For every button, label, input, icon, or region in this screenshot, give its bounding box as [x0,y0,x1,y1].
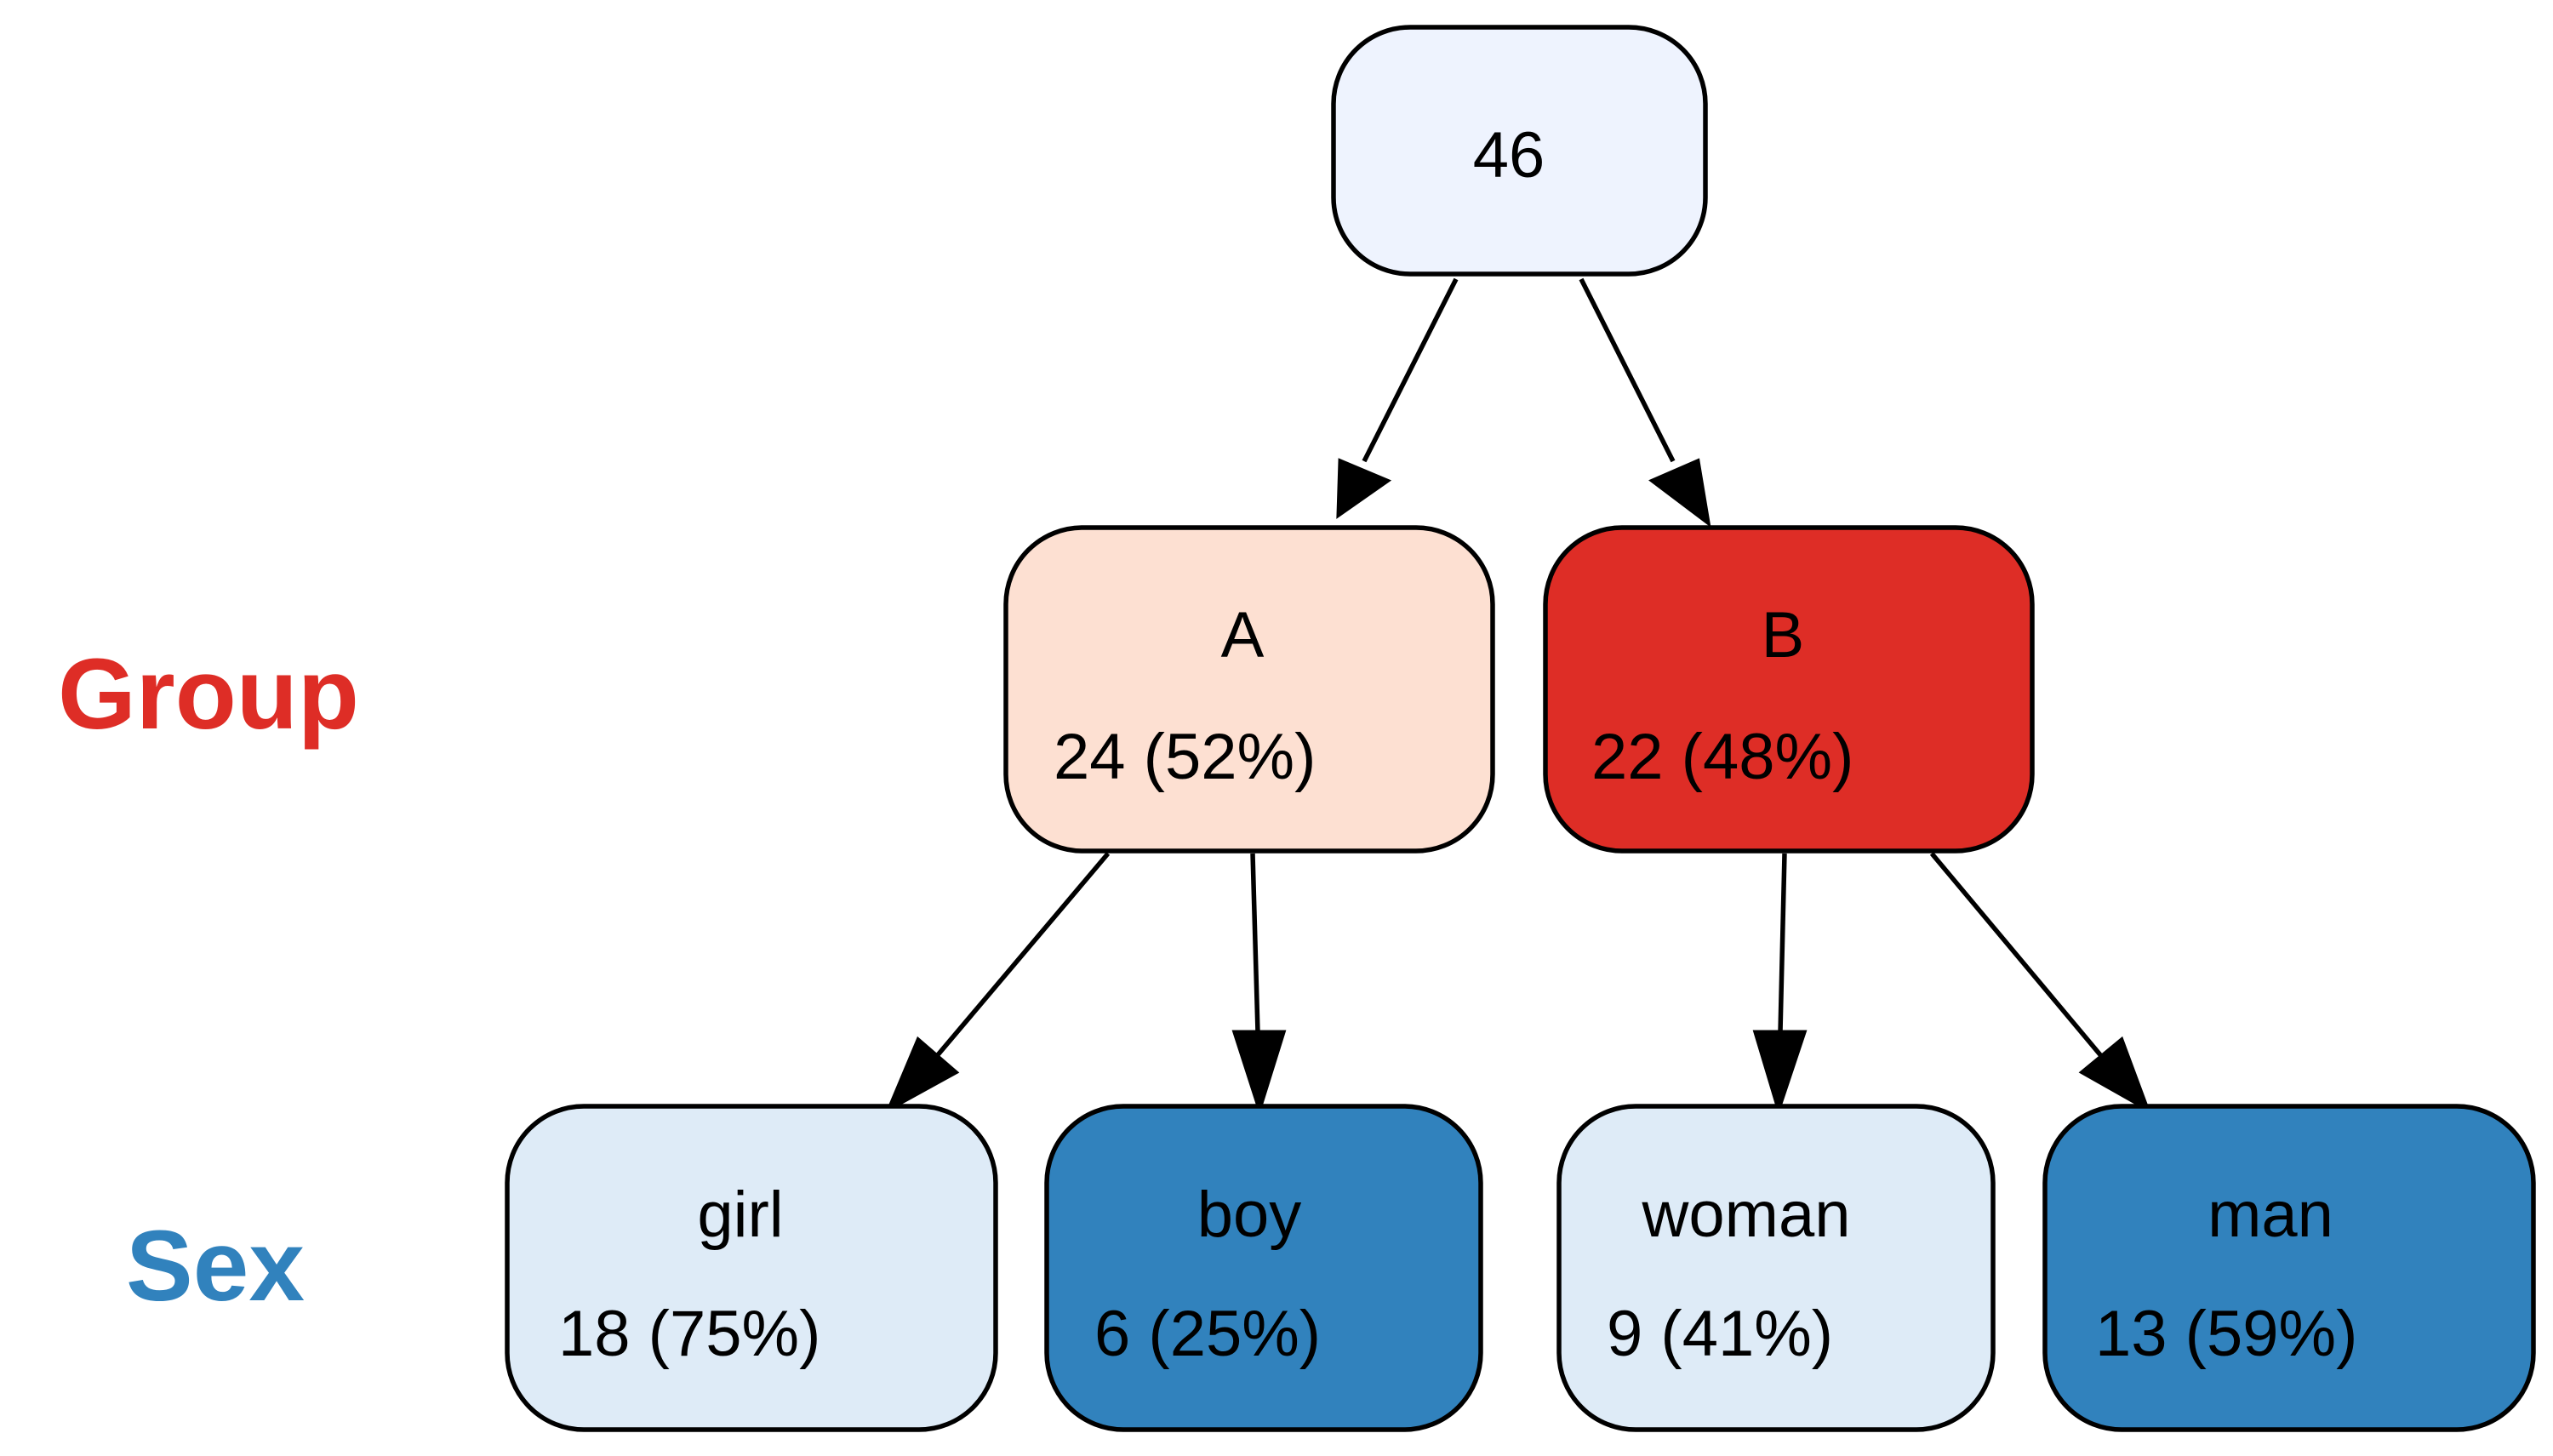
edge-b-man [1929,852,2105,1059]
leaf-node-man-box [2042,1104,2536,1432]
group-node-a-summary: 24 (52%) [1054,721,1316,793]
edge-a-boy [1250,853,1260,1033]
leaf-node-girl-name: girl [697,1179,783,1251]
root-node-box [1331,25,1708,277]
leaf-node-girl-box [505,1104,998,1432]
edge-root-a [1362,277,1459,463]
leaf-node-woman-summary: 9 (41%) [1607,1298,1833,1370]
edge-b-man-arrowhead [2078,1036,2151,1114]
edge-b-woman [1778,853,1787,1033]
leaf-node-boy-summary: 6 (25%) [1094,1298,1321,1370]
leaf-node-man-summary: 13 (59%) [2095,1298,2357,1370]
group-node-a-box [1003,525,1495,854]
leaf-node-boy-name: boy [1197,1179,1302,1251]
leaf-node-boy: boy 6 (25%) [1044,1104,1483,1432]
edge-b-woman-arrowhead [1752,1030,1808,1116]
leaf-node-woman-name: woman [1642,1179,1851,1251]
edge-root-a-arrowhead [1336,458,1392,519]
edge-root-b [1579,277,1676,463]
leaf-node-girl-summary: 18 (75%) [558,1298,820,1370]
group-node-b: B 22 (48%) [1543,525,2035,854]
edge-a-girl [934,852,1111,1059]
leaf-node-man-name: man [2207,1179,2333,1251]
root-node: 46 [1331,25,1708,277]
edge-a-girl-arrowhead [884,1036,960,1114]
edge-root-b-arrowhead [1648,458,1711,528]
group-node-b-box [1543,525,2035,854]
level-label-group: Group [58,638,359,751]
group-node-a: A 24 (52%) [1003,525,1495,854]
group-node-a-name: A [1221,599,1265,671]
leaf-node-girl: girl 18 (75%) [505,1104,998,1432]
edges [884,277,2151,1116]
leaf-node-woman-box [1556,1104,1996,1432]
group-node-b-name: B [1762,599,1805,671]
edge-a-boy-arrowhead [1231,1030,1287,1116]
group-node-b-summary: 22 (48%) [1591,721,1853,793]
leaf-node-woman: woman 9 (41%) [1556,1104,1996,1432]
root-node-count: 46 [1473,119,1545,191]
level-label-sex: Sex [126,1210,305,1322]
leaf-node-boy-box [1044,1104,1483,1432]
leaf-node-man: man 13 (59%) [2042,1104,2536,1432]
